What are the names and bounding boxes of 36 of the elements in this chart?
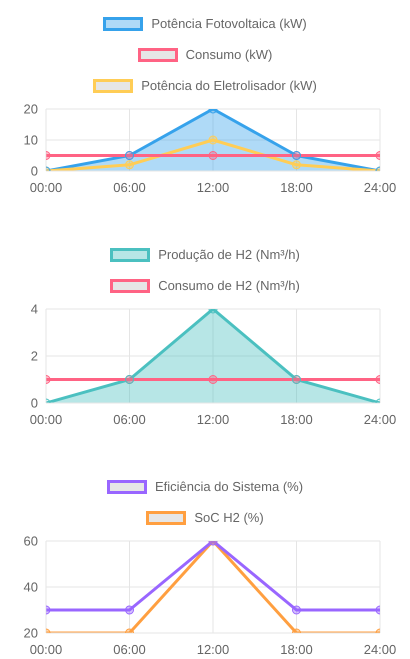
x-tick-label: 12:00 (196, 180, 230, 196)
y-tick-label: 20 (24, 102, 38, 117)
y-tick-label: 10 (24, 132, 38, 148)
x-tick-label: 18:00 (280, 642, 313, 658)
y-tick-label: 2 (30, 348, 38, 364)
x-tick-label: 06:00 (113, 180, 146, 196)
point (125, 606, 134, 614)
x-tick-label: 24:00 (364, 412, 396, 428)
legend-label: Produção de H2 (Nm³/h) (158, 247, 300, 262)
point (292, 160, 301, 170)
x-tick-label: 24:00 (364, 642, 396, 658)
point (208, 136, 218, 144)
point (292, 606, 301, 614)
x-tick-label: 24:00 (364, 180, 396, 196)
legend-label: Consumo de H2 (Nm³/h) (158, 278, 300, 293)
y-tick-label: 40 (24, 580, 38, 595)
x-tick-label: 00:00 (30, 180, 62, 196)
x-tick-label: 12:00 (196, 642, 230, 658)
y-tick-label: 60 (24, 534, 38, 549)
legend-label: Potência Fotovoltaica (kW) (151, 16, 307, 31)
legend-label: Consumo (kW) (186, 47, 272, 62)
y-tick-label: 4 (30, 302, 38, 317)
x-tick-label: 00:00 (30, 412, 62, 428)
x-tick-label: 12:00 (196, 412, 230, 428)
x-tick-label: 06:00 (113, 412, 146, 428)
point (125, 160, 134, 170)
legend-label: SoC H2 (%) (194, 510, 264, 525)
x-tick-label: 00:00 (30, 642, 62, 658)
legend-label: Potência do Eletrolisador (kW) (141, 78, 317, 93)
x-tick-label: 06:00 (113, 642, 146, 658)
y-tick-label: 20 (24, 626, 38, 641)
x-tick-label: 18:00 (280, 412, 313, 428)
y-tick-label: 0 (30, 164, 38, 179)
legend-label: Eficiência do Sistema (%) (154, 479, 304, 494)
y-tick-label: 0 (30, 396, 38, 411)
x-tick-label: 18:00 (280, 180, 313, 196)
